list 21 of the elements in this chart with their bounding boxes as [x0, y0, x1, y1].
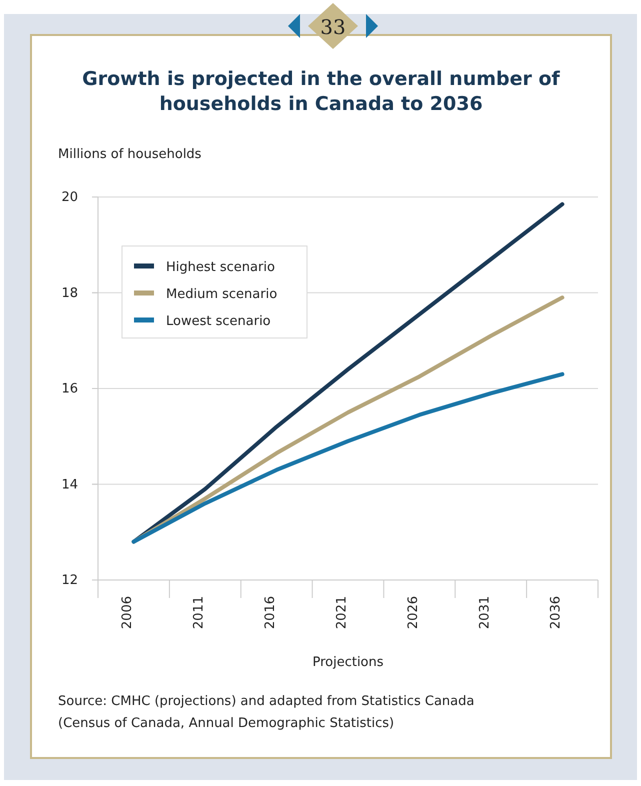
x-tick-label: 2031	[477, 596, 492, 630]
legend-label: Highest scenario	[166, 260, 275, 275]
legend-label: Lowest scenario	[166, 314, 271, 329]
line-series	[132, 372, 564, 544]
x-tick-label: 2016	[262, 596, 278, 630]
y-tick-label: 20	[61, 190, 78, 206]
x-tick-label: 2026	[406, 596, 421, 630]
legend-label: Medium scenario	[166, 287, 278, 302]
line-series	[132, 202, 564, 544]
x-tick-label: 2021	[334, 596, 350, 630]
chart-title: Growth is projected in the overall number of households in Canada to 2036	[82, 68, 561, 115]
y-tick-label: 18	[61, 286, 78, 301]
x-axis-title: Projections	[312, 655, 384, 670]
y-tick-label: 16	[61, 382, 78, 397]
y-axis-title: Millions of households	[58, 147, 202, 162]
x-tick-label: 2006	[120, 596, 136, 630]
source-note: Source: CMHC (projections) and adapted from Statistics Canada (Census of Canada, Annual Demographic Statistics)	[58, 694, 474, 731]
y-tick-label: 14	[61, 477, 78, 492]
x-tick-label: 2036	[548, 596, 564, 630]
y-tick-label: 12	[61, 573, 78, 588]
x-tick-label: 2011	[192, 596, 207, 630]
